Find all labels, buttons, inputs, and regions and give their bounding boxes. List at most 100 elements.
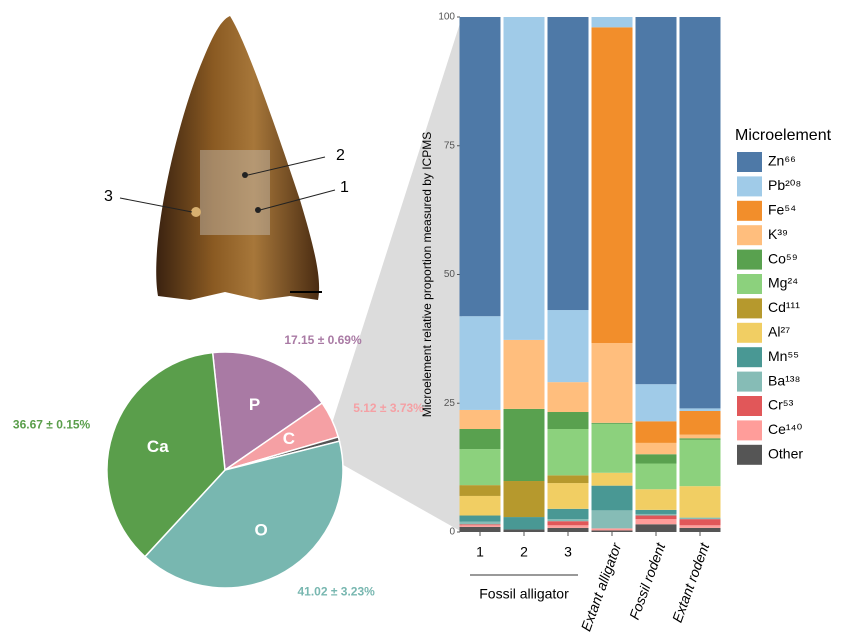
bar-segment bbox=[503, 481, 545, 518]
bar-segment bbox=[459, 521, 501, 525]
legend-swatch bbox=[737, 152, 762, 172]
x-tick-label: 1 bbox=[476, 544, 484, 560]
bar-segment bbox=[635, 421, 677, 443]
legend-label: Cd¹¹¹ bbox=[768, 299, 800, 315]
bar-segment bbox=[679, 17, 721, 409]
bar-segment bbox=[459, 316, 501, 410]
bar-segment bbox=[547, 475, 589, 484]
bar-segment bbox=[679, 410, 721, 435]
pie-slice bbox=[106, 351, 226, 558]
legend-label: Zn⁶⁶ bbox=[768, 153, 796, 169]
y-tick-label: 50 bbox=[444, 269, 456, 280]
bar-segment bbox=[547, 382, 589, 413]
x-tick-label: 3 bbox=[564, 544, 572, 560]
bar-segment bbox=[635, 442, 677, 455]
legend-label: Ba¹³⁸ bbox=[768, 372, 800, 388]
bar-segment bbox=[547, 508, 589, 520]
x-tick-label: Extant rodent bbox=[669, 540, 713, 625]
y-axis-label: Microelement relative proportion measure… bbox=[420, 132, 434, 417]
bar-segment bbox=[679, 486, 721, 518]
pie-slice bbox=[143, 440, 344, 589]
bar-segment bbox=[459, 409, 501, 429]
sample-point bbox=[255, 207, 261, 213]
bar-segment bbox=[679, 439, 721, 487]
legend-label: Pb²⁰⁸ bbox=[768, 177, 801, 193]
zoom-connector bbox=[328, 17, 462, 532]
sample-window bbox=[200, 150, 270, 235]
legend-swatch bbox=[737, 225, 762, 246]
bar-segment bbox=[679, 438, 721, 440]
bar-segment bbox=[547, 525, 589, 528]
bar-segment bbox=[635, 513, 677, 516]
x-tick-label: Extant alligator bbox=[578, 540, 625, 634]
bar-segment bbox=[591, 485, 633, 511]
x-tick-label: Fossil rodent bbox=[626, 540, 669, 622]
bar-segment bbox=[679, 519, 721, 526]
bar-segment bbox=[591, 27, 633, 343]
bar-segment bbox=[635, 489, 677, 510]
bar-segment bbox=[635, 17, 677, 385]
bar-segment bbox=[679, 525, 721, 528]
y-tick-label: 0 bbox=[449, 527, 455, 538]
bar-segment bbox=[547, 483, 589, 509]
bar-segment bbox=[503, 408, 545, 482]
bar-segment bbox=[591, 17, 633, 28]
slice-label: C bbox=[283, 429, 295, 448]
legend-swatch bbox=[737, 371, 762, 392]
bar-segment bbox=[547, 412, 589, 429]
y-tick-label: 25 bbox=[444, 398, 456, 409]
legend-swatch bbox=[737, 249, 762, 270]
legend-label: Ce¹⁴⁰ bbox=[768, 421, 803, 437]
bar-segment bbox=[547, 17, 589, 311]
bar-segment bbox=[459, 449, 501, 486]
legend-swatch bbox=[737, 322, 762, 343]
legend-swatch bbox=[737, 298, 762, 319]
bar-segment bbox=[547, 310, 589, 383]
bar-segment bbox=[679, 434, 721, 439]
y-tick-label: 100 bbox=[438, 12, 455, 23]
bar-segment bbox=[459, 524, 501, 526]
bar-segment bbox=[547, 519, 589, 522]
legend-label: Fe⁵⁴ bbox=[768, 202, 796, 218]
pointer bbox=[259, 189, 336, 211]
legend-label: Mn⁵⁵ bbox=[768, 348, 799, 364]
value-label: 5.12 ± 3.73% bbox=[353, 401, 424, 415]
legend-label: Mg²⁴ bbox=[768, 275, 798, 291]
photo-label: 1 bbox=[340, 179, 349, 196]
bar-segment bbox=[547, 429, 589, 476]
bar-segment bbox=[635, 519, 677, 525]
legend-label: Cr⁵³ bbox=[768, 397, 794, 413]
bar-segment bbox=[635, 509, 677, 514]
sample-point bbox=[242, 172, 248, 178]
legend-label: Al²⁷ bbox=[768, 324, 790, 340]
legend-swatch bbox=[737, 176, 762, 197]
legend-label: Co⁵⁹ bbox=[768, 250, 798, 266]
bar-segment bbox=[635, 454, 677, 464]
slice-label: P bbox=[249, 395, 260, 414]
bar-segment bbox=[459, 515, 501, 522]
bar-segment bbox=[459, 429, 501, 450]
legend-swatch bbox=[737, 347, 762, 368]
bar-segment bbox=[591, 423, 633, 473]
legend-swatch bbox=[737, 396, 762, 416]
bar-segment bbox=[591, 530, 633, 532]
bar-segment bbox=[459, 485, 501, 496]
legend-label: Other bbox=[768, 446, 803, 462]
legend-swatch bbox=[737, 420, 762, 441]
bar-segment bbox=[591, 422, 633, 424]
x-tick-label: 2 bbox=[520, 544, 528, 560]
bar-segment bbox=[635, 384, 677, 422]
pointer bbox=[119, 197, 193, 213]
tooth-photo: 2 1 3 bbox=[104, 16, 349, 300]
bar-segment bbox=[679, 527, 721, 532]
bar-segment bbox=[591, 528, 633, 531]
pointer bbox=[247, 156, 326, 176]
bar-segment bbox=[459, 526, 501, 532]
bar-segment bbox=[459, 17, 501, 317]
legend-swatch bbox=[737, 274, 762, 294]
bar-segment bbox=[503, 517, 545, 530]
group-label: Fossil alligator bbox=[479, 586, 569, 602]
bar-segment bbox=[679, 408, 721, 411]
